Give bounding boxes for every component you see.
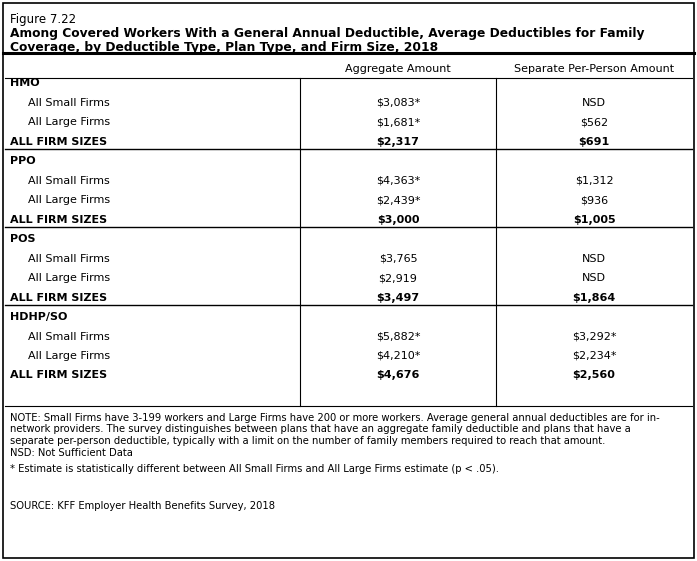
Text: ALL FIRM SIZES: ALL FIRM SIZES [10,370,107,380]
Text: $3,292*: $3,292* [572,332,616,342]
Text: $562: $562 [580,117,608,127]
Text: $2,560: $2,560 [572,370,615,380]
Text: $3,497: $3,497 [376,292,420,302]
Text: All Large Firms: All Large Firms [28,195,110,205]
Text: All Small Firms: All Small Firms [28,332,109,342]
Text: $691: $691 [579,136,610,146]
Text: Separate Per-Person Amount: Separate Per-Person Amount [514,64,674,74]
Text: All Small Firms: All Small Firms [28,254,109,264]
Text: PPO: PPO [10,156,36,166]
Text: $3,000: $3,000 [377,214,420,224]
Text: NSD: NSD [582,98,606,108]
Text: NSD: NSD [582,273,606,283]
Text: $1,312: $1,312 [575,176,613,186]
Text: All Small Firms: All Small Firms [28,98,109,108]
Text: Aggregate Amount: Aggregate Amount [345,64,451,74]
Text: Among Covered Workers With a General Annual Deductible, Average Deductibles for : Among Covered Workers With a General Ann… [10,27,645,40]
Text: Figure 7.22: Figure 7.22 [10,13,76,26]
Text: $4,676: $4,676 [376,370,420,380]
Text: ALL FIRM SIZES: ALL FIRM SIZES [10,136,107,146]
Text: All Small Firms: All Small Firms [28,176,109,186]
Text: $5,882*: $5,882* [376,332,420,342]
Text: NSD: Not Sufficient Data: NSD: Not Sufficient Data [10,448,133,458]
Text: HMO: HMO [10,78,40,88]
Text: All Large Firms: All Large Firms [28,117,110,127]
Text: ALL FIRM SIZES: ALL FIRM SIZES [10,292,107,302]
Text: $1,005: $1,005 [573,214,615,224]
Text: $936: $936 [580,195,608,205]
Text: network providers. The survey distinguishes between plans that have an aggregate: network providers. The survey distinguis… [10,425,631,435]
Text: All Large Firms: All Large Firms [28,273,110,283]
Text: * Estimate is statistically different between All Small Firms and All Large Firm: * Estimate is statistically different be… [10,464,499,474]
Text: $2,317: $2,317 [376,136,420,146]
Text: SOURCE: KFF Employer Health Benefits Survey, 2018: SOURCE: KFF Employer Health Benefits Sur… [10,501,275,511]
Text: $2,439*: $2,439* [376,195,420,205]
Text: $2,919: $2,919 [378,273,418,283]
Text: separate per-person deductible, typically with a limit on the number of family m: separate per-person deductible, typicall… [10,436,606,446]
Text: NSD: NSD [582,254,606,264]
Text: HDHP/SO: HDHP/SO [10,312,68,322]
Text: $1,681*: $1,681* [376,117,420,127]
Text: $3,765: $3,765 [378,254,418,264]
Text: All Large Firms: All Large Firms [28,351,110,361]
Text: NOTE: Small Firms have 3-199 workers and Large Firms have 200 or more workers. A: NOTE: Small Firms have 3-199 workers and… [10,413,660,423]
Text: Coverage, by Deductible Type, Plan Type, and Firm Size, 2018: Coverage, by Deductible Type, Plan Type,… [10,41,438,54]
Text: ALL FIRM SIZES: ALL FIRM SIZES [10,214,107,224]
Text: $3,083*: $3,083* [376,98,420,108]
Text: $1,864: $1,864 [572,292,615,302]
Text: $4,210*: $4,210* [376,351,420,361]
Text: $2,234*: $2,234* [572,351,616,361]
Text: $4,363*: $4,363* [376,176,420,186]
Text: POS: POS [10,234,36,244]
